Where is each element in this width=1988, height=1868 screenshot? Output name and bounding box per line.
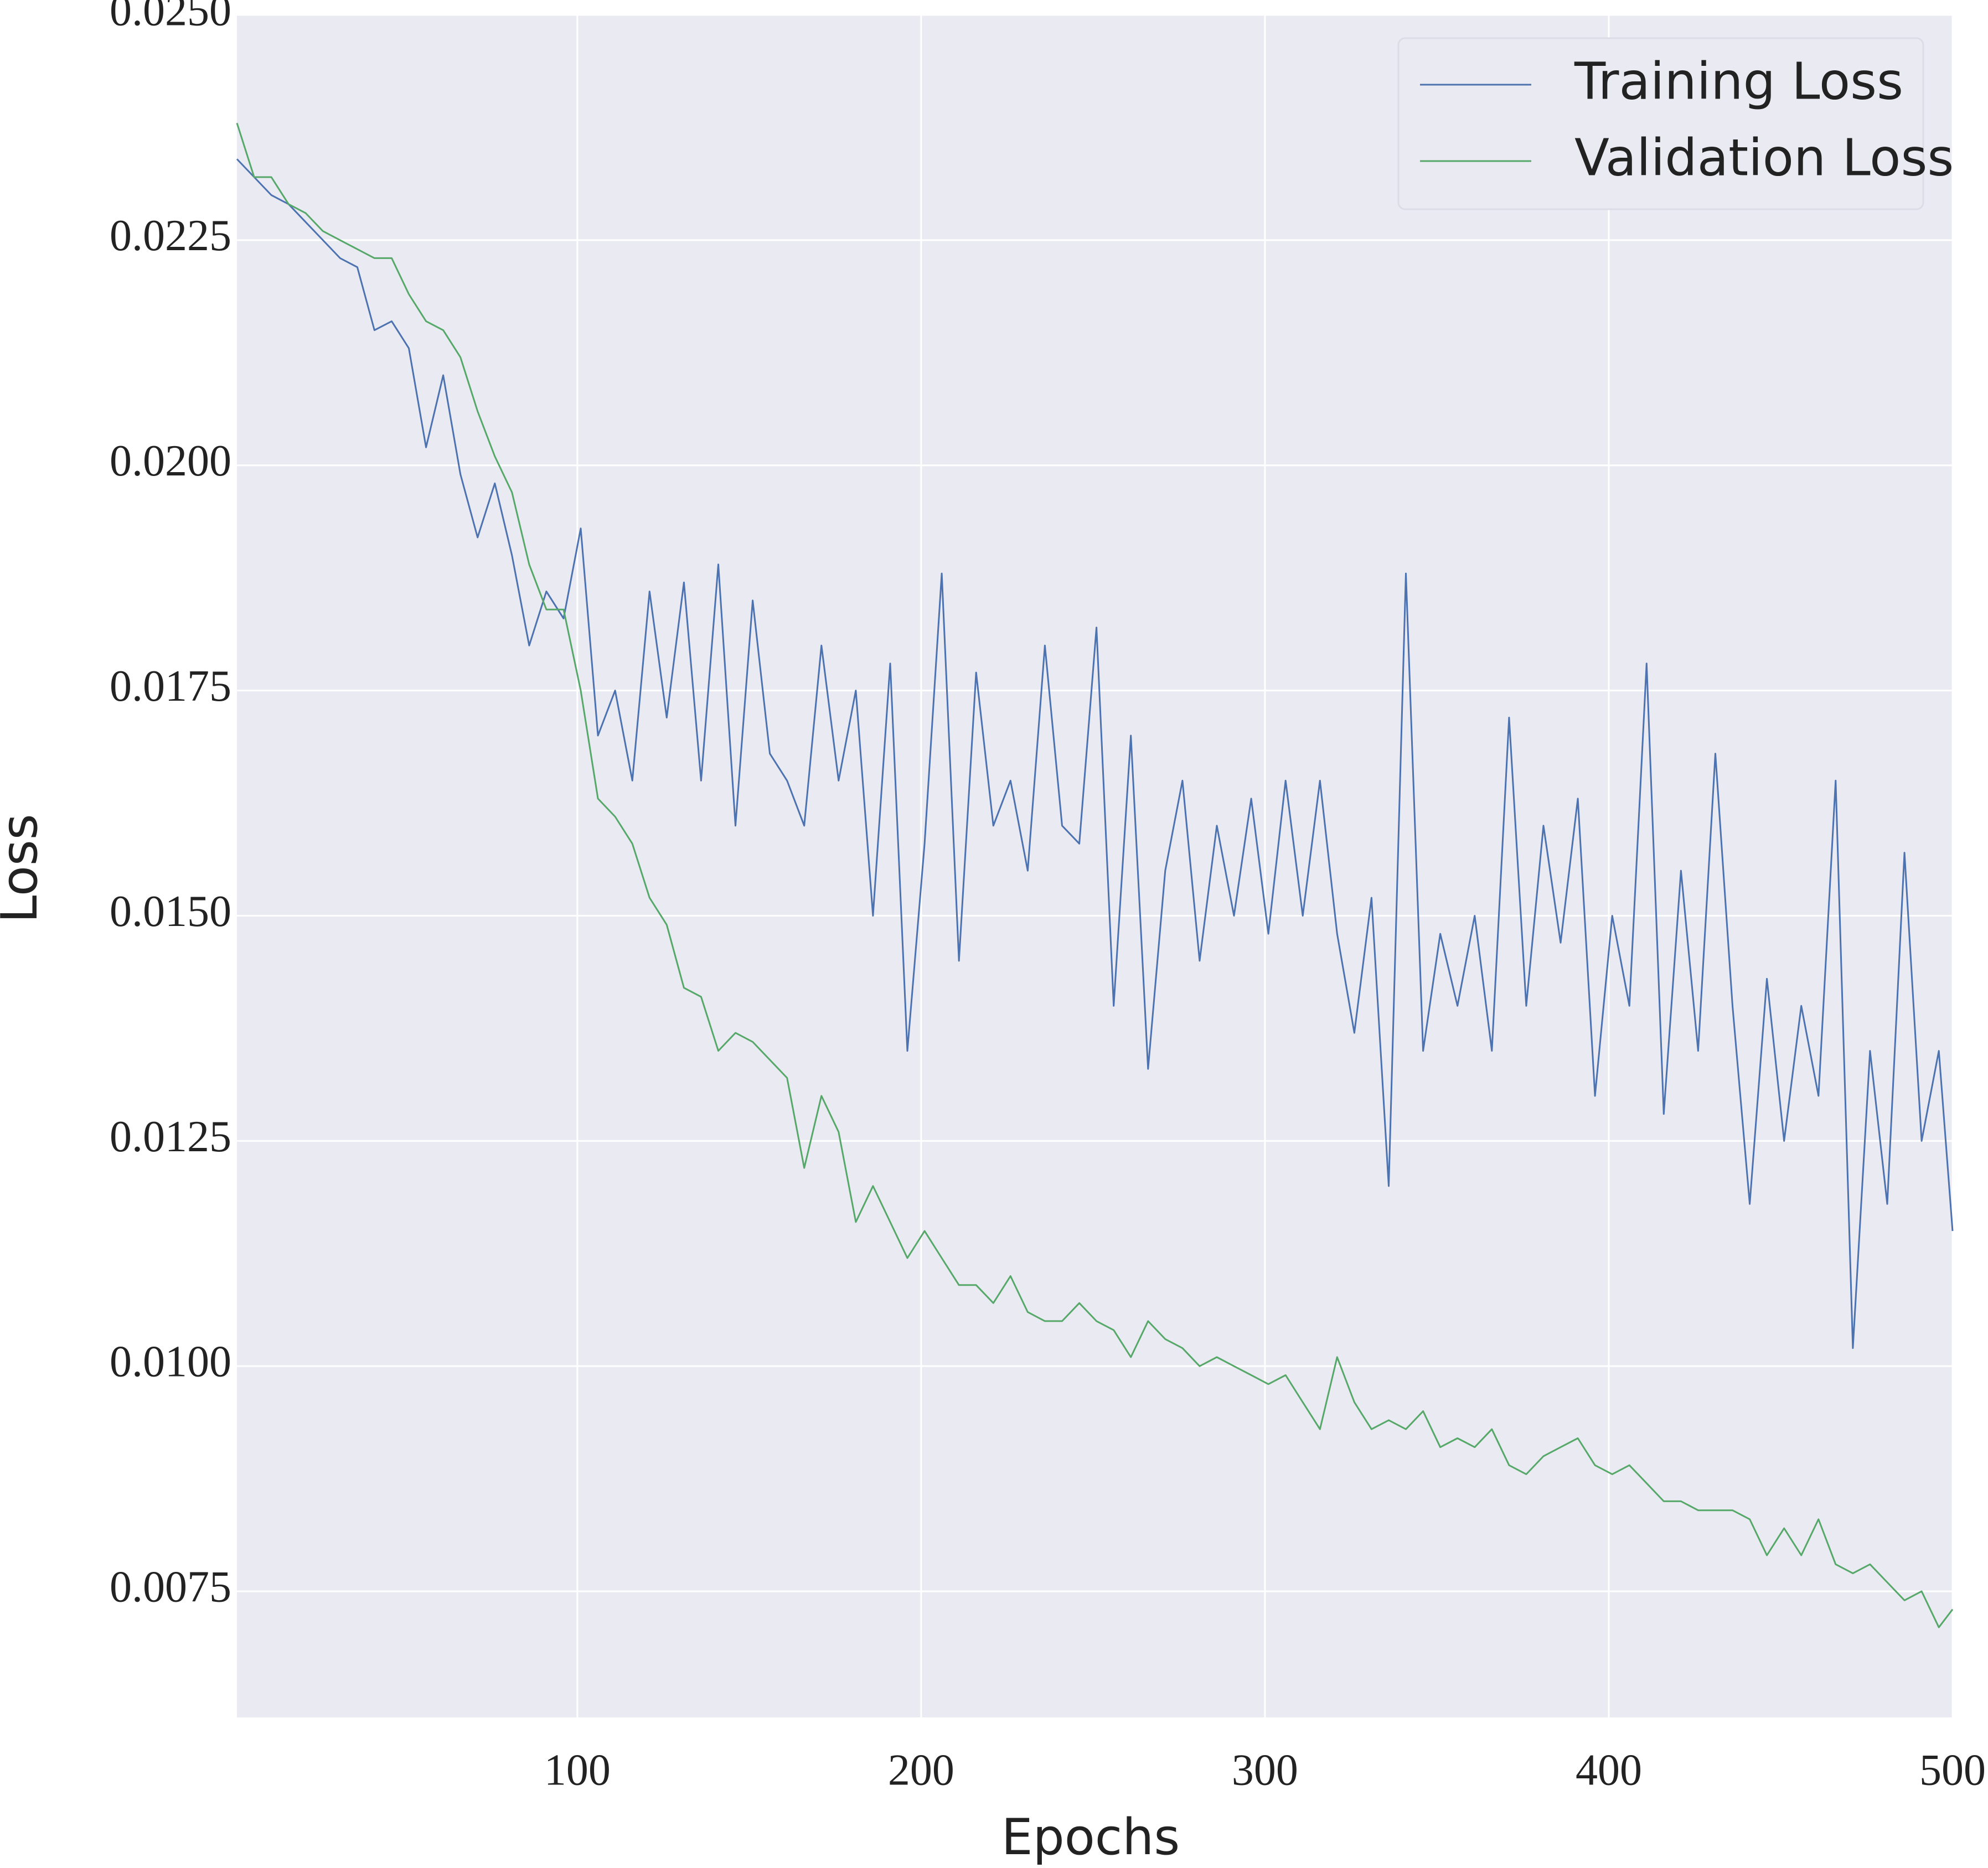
y-tick-label: 0.0075 bbox=[110, 1563, 231, 1612]
y-tick-label: 0.0200 bbox=[110, 437, 231, 485]
data-line bbox=[236, 122, 1954, 1628]
y-tick-label: 0.0225 bbox=[110, 211, 231, 260]
y-tick-label: 0.0125 bbox=[110, 1112, 231, 1161]
x-tick-label: 300 bbox=[1232, 1746, 1298, 1794]
y-tick-label: 0.0175 bbox=[110, 662, 231, 711]
x-tick-label: 500 bbox=[1919, 1746, 1986, 1794]
x-tick-label: 100 bbox=[544, 1746, 611, 1794]
x-axis-label: Epochs bbox=[1001, 1808, 1180, 1866]
legend-box bbox=[1397, 37, 1924, 210]
legend-label: Training Loss bbox=[1574, 51, 1903, 111]
plot-background bbox=[237, 15, 1953, 1717]
x-tick-label: 400 bbox=[1576, 1746, 1642, 1794]
y-tick-label: 0.0250 bbox=[110, 0, 231, 35]
y-tick-label: 0.0100 bbox=[110, 1338, 231, 1386]
x-tick-label: 200 bbox=[888, 1746, 954, 1794]
data-line bbox=[236, 158, 1954, 1349]
y-tick-label: 0.0150 bbox=[110, 887, 231, 936]
legend-label: Validation Loss bbox=[1574, 128, 1954, 187]
y-axis-label: Loss bbox=[0, 814, 49, 923]
